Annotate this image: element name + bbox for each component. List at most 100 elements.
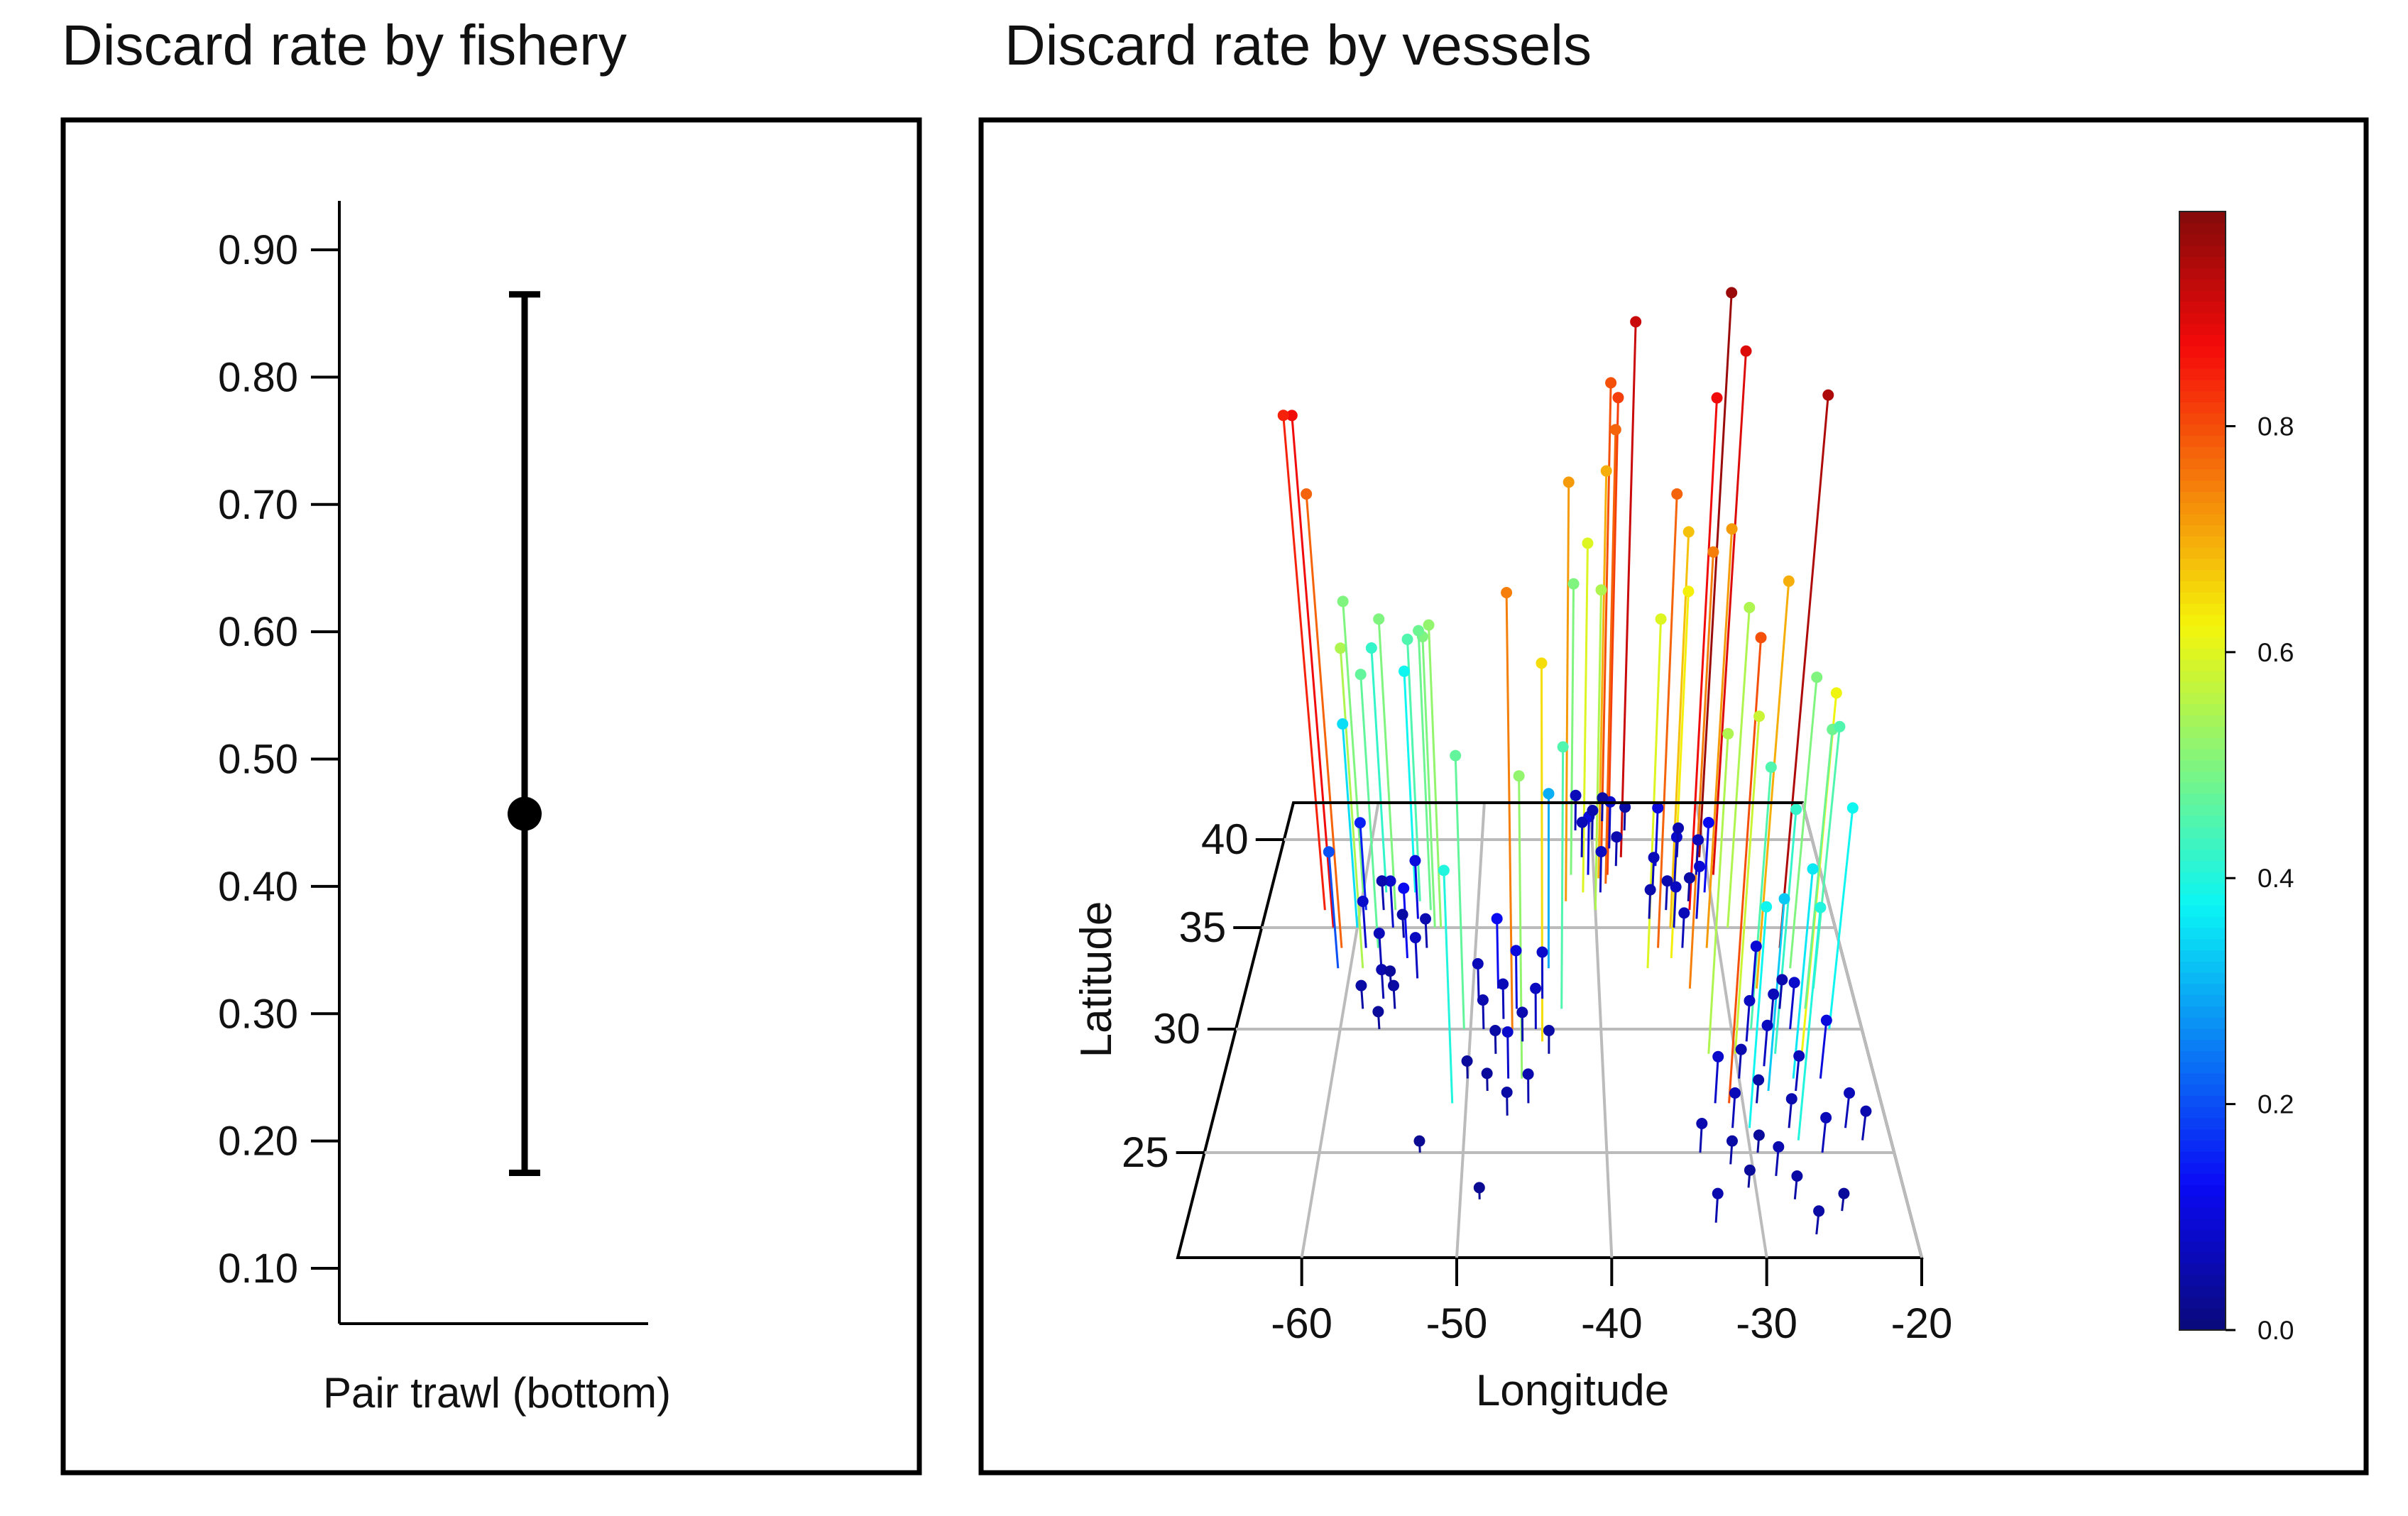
colorbar-segment <box>2179 513 2226 526</box>
vessel-stem <box>1606 397 1619 875</box>
vessel-point <box>1337 595 1349 608</box>
colorbar-segment <box>2179 1162 2226 1175</box>
colorbar-segment <box>2179 894 2226 906</box>
vessel-stem <box>1774 809 1797 1054</box>
vessel-point <box>1712 1050 1724 1062</box>
colorbar-segment <box>2179 424 2226 436</box>
vessel-point <box>1644 884 1656 896</box>
colorbar-segment <box>2179 1016 2226 1029</box>
colorbar-segment <box>2179 334 2226 347</box>
vessel-point <box>1335 642 1347 654</box>
vessel-point <box>1811 671 1823 683</box>
colorbar-segment <box>2179 737 2226 749</box>
vessel-point <box>1671 488 1683 500</box>
colorbar-segment <box>2179 1285 2226 1297</box>
colorbar-segment <box>2179 871 2226 884</box>
vessel-stem <box>1402 888 1408 958</box>
colorbar-segment <box>2179 323 2226 336</box>
vessel-point <box>1401 633 1413 645</box>
vessel-point <box>1543 788 1555 800</box>
vessel-stem <box>1291 415 1335 928</box>
vessel-point <box>1778 893 1790 905</box>
colorbar-segment <box>2179 1296 2226 1309</box>
vessel-stem <box>1341 723 1359 928</box>
colorbar-tick-label: 0.8 <box>2258 412 2294 441</box>
vessel-point <box>1570 789 1582 801</box>
colorbar-segment <box>2179 1218 2226 1231</box>
vessel-stem <box>1731 1092 1736 1128</box>
y-tick-label: 0.70 <box>218 482 298 528</box>
vessel-stem <box>1515 950 1518 1009</box>
y-axis-label: Latitude <box>1072 901 1121 1058</box>
longitude-tick-label: -20 <box>1891 1300 1953 1347</box>
colorbar-segment <box>2179 837 2226 850</box>
colorbar-segment <box>2179 267 2226 280</box>
colorbar-segment <box>2179 1207 2226 1219</box>
vessel-stem <box>1797 907 1822 1141</box>
vessel-stem <box>1763 1025 1769 1067</box>
vessel-point <box>1773 1141 1785 1153</box>
vessel-point <box>1755 632 1767 644</box>
y-tick-label: 0.50 <box>218 737 298 783</box>
vessel-point <box>1744 995 1756 1006</box>
vessel-stem <box>1670 591 1690 958</box>
colorbar-segment <box>2179 994 2226 1006</box>
vessel-point <box>1489 1025 1501 1036</box>
colorbar-segment <box>2179 1229 2226 1241</box>
vessel-point <box>1726 1135 1738 1147</box>
colorbar-segment <box>2179 222 2226 235</box>
vessel-stem <box>1328 852 1340 969</box>
vessel-point <box>1609 424 1621 436</box>
colorbar-segment <box>2179 905 2226 917</box>
vessel-stem <box>1501 984 1505 1019</box>
vessel-point <box>1735 1043 1747 1055</box>
vessel-stem <box>1477 963 1480 999</box>
vessel-point <box>1822 389 1834 401</box>
vessel-point <box>1516 1006 1528 1018</box>
vessel-point <box>1423 619 1435 631</box>
vessel-stem <box>1378 933 1383 969</box>
colorbar-segment <box>2179 625 2226 637</box>
y-tick-label: 0.10 <box>218 1246 298 1292</box>
vessel-point <box>1536 657 1548 669</box>
vessel-stem <box>1599 851 1602 893</box>
vessel-point <box>1567 578 1580 590</box>
vessel-point <box>1576 816 1588 828</box>
vessel-point <box>1605 377 1617 389</box>
colorbar-segment <box>2179 603 2226 615</box>
vessel-point <box>1354 669 1367 681</box>
vessel-point <box>1788 977 1800 989</box>
vessel-point <box>1372 1006 1384 1018</box>
colorbar-segment <box>2179 960 2226 973</box>
vessel-point <box>1744 602 1756 613</box>
vessel-stem <box>1619 322 1637 857</box>
colorbar-segment <box>2179 1050 2226 1062</box>
vessel-point <box>1530 982 1542 994</box>
vessel-point <box>1682 526 1695 538</box>
vessel-point <box>1384 965 1396 977</box>
vessel-point <box>1355 979 1367 992</box>
colorbar-segment <box>2179 938 2226 951</box>
vessel-stem <box>1443 870 1454 1104</box>
vessel-point <box>1450 749 1462 762</box>
colorbar-segment <box>2179 356 2226 369</box>
vessel-stem <box>1377 619 1397 911</box>
vessel-stem <box>1594 590 1602 911</box>
vessel-point <box>1702 817 1714 828</box>
vessel-point <box>1692 834 1704 846</box>
colorbar-segment <box>2179 581 2226 593</box>
vessel-point <box>1791 1170 1803 1182</box>
vessel-stem <box>1673 886 1678 928</box>
left-chart-title: Discard rate by fishery <box>62 13 627 77</box>
colorbar-segment <box>2179 692 2226 705</box>
vessel-point <box>1673 822 1685 834</box>
vessel-stem <box>1698 292 1733 857</box>
vessel-point <box>1376 875 1388 887</box>
vessel-point <box>1461 1055 1473 1067</box>
right-chart-title: Discard rate by vessels <box>1005 13 1592 77</box>
vessel-stem <box>1496 918 1500 989</box>
colorbar-segment <box>2179 659 2226 671</box>
vessel-stem <box>1565 482 1570 901</box>
vessel-stem <box>1745 1000 1751 1042</box>
colorbar-segment <box>2179 401 2226 414</box>
